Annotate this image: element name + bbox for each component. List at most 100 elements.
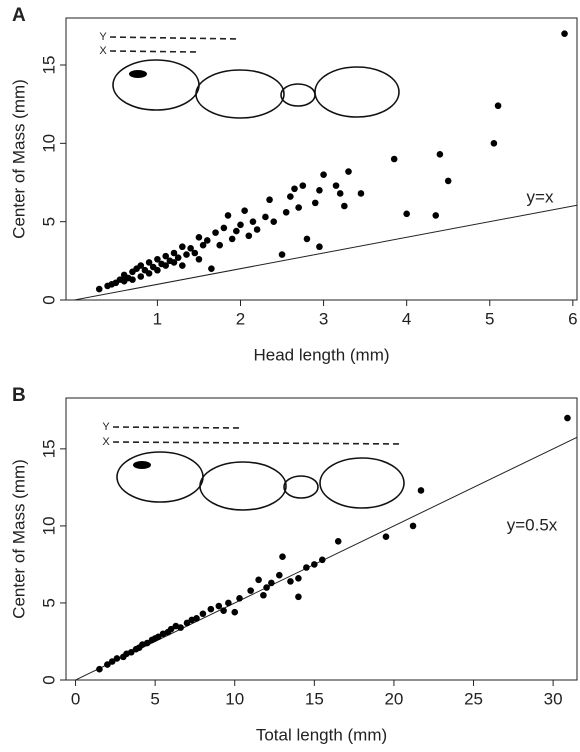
point xyxy=(212,229,219,236)
x-tick-label: 3 xyxy=(319,309,328,328)
y-axis-label: Center of Mass (mm) xyxy=(9,79,28,239)
point xyxy=(403,210,410,218)
point xyxy=(236,595,243,602)
petiole xyxy=(280,83,316,107)
point xyxy=(295,204,302,211)
point xyxy=(96,665,103,673)
diagram-b xyxy=(112,426,405,511)
point xyxy=(155,633,162,641)
point xyxy=(170,249,178,257)
point xyxy=(208,265,215,272)
point xyxy=(382,533,390,540)
x-tick-label: 5 xyxy=(485,309,494,328)
point xyxy=(260,591,267,599)
point xyxy=(129,276,136,283)
point xyxy=(187,245,194,252)
point xyxy=(245,232,253,240)
x-tick-label: 2 xyxy=(236,309,245,328)
point xyxy=(318,556,326,564)
point xyxy=(336,190,344,197)
point xyxy=(104,661,111,668)
point xyxy=(231,608,239,616)
y-dash xyxy=(112,426,244,429)
x-tick-label: 15 xyxy=(305,689,324,708)
plot-area xyxy=(74,414,577,680)
x-tick-label: 5 xyxy=(150,689,159,708)
x-axis-label: Total length (mm) xyxy=(256,725,387,744)
point xyxy=(220,224,228,232)
point xyxy=(137,273,145,280)
reference-line xyxy=(71,204,577,300)
panel-label: A xyxy=(12,5,26,26)
point xyxy=(357,190,365,197)
point xyxy=(154,255,161,263)
point xyxy=(199,610,207,618)
y-tick-label: 15 xyxy=(39,56,58,75)
point xyxy=(341,202,348,210)
point xyxy=(278,251,286,258)
x-tick-label: 0 xyxy=(71,689,80,708)
head xyxy=(116,451,204,503)
point xyxy=(316,187,323,194)
point xyxy=(220,607,227,614)
eye xyxy=(133,461,151,469)
point xyxy=(291,185,298,193)
reference-line-label: y=0.5x xyxy=(507,515,558,534)
point xyxy=(303,564,310,571)
reference-line-label: y=x xyxy=(527,187,554,206)
diagram-label: X xyxy=(99,45,107,57)
point xyxy=(207,605,215,613)
x-tick-label: 30 xyxy=(544,689,563,708)
point xyxy=(390,155,398,163)
y-axis-label: Center of Mass (mm) xyxy=(9,459,28,619)
point xyxy=(247,587,254,594)
x-dash xyxy=(109,50,199,53)
thorax xyxy=(199,461,287,511)
point xyxy=(183,251,190,258)
point xyxy=(113,655,121,662)
point xyxy=(143,639,151,647)
point xyxy=(170,259,178,266)
point xyxy=(320,171,327,178)
y-tick-label: 5 xyxy=(39,598,58,607)
point xyxy=(287,578,294,585)
diagram-label: Y xyxy=(99,31,107,43)
point xyxy=(154,266,161,274)
thorax xyxy=(195,69,285,119)
point xyxy=(241,207,248,214)
point xyxy=(162,252,170,260)
point xyxy=(228,235,236,243)
point xyxy=(162,262,170,269)
point xyxy=(237,221,244,229)
y-tick-label: 10 xyxy=(39,516,58,535)
point xyxy=(490,140,498,147)
point xyxy=(179,243,186,251)
x-tick-label: 20 xyxy=(384,689,403,708)
point xyxy=(345,168,352,175)
point xyxy=(268,579,275,587)
point xyxy=(295,574,302,582)
gaster xyxy=(314,66,400,118)
x-tick-label: 1 xyxy=(153,309,162,328)
point xyxy=(295,593,302,601)
point xyxy=(108,658,116,665)
point xyxy=(95,285,103,293)
x-dash xyxy=(112,441,404,445)
plot-frame xyxy=(65,17,578,301)
x-tick-label: 6 xyxy=(568,309,577,328)
point xyxy=(564,414,571,422)
point xyxy=(179,262,186,269)
point xyxy=(561,30,568,37)
y-dash xyxy=(109,36,241,40)
point xyxy=(332,182,340,189)
point xyxy=(316,243,323,251)
point xyxy=(266,196,273,204)
y-tick-label: 0 xyxy=(39,295,58,304)
point xyxy=(255,576,262,584)
point xyxy=(253,226,261,233)
point xyxy=(444,177,452,185)
point xyxy=(279,553,286,561)
diagram-a xyxy=(109,36,400,119)
point xyxy=(224,212,232,219)
